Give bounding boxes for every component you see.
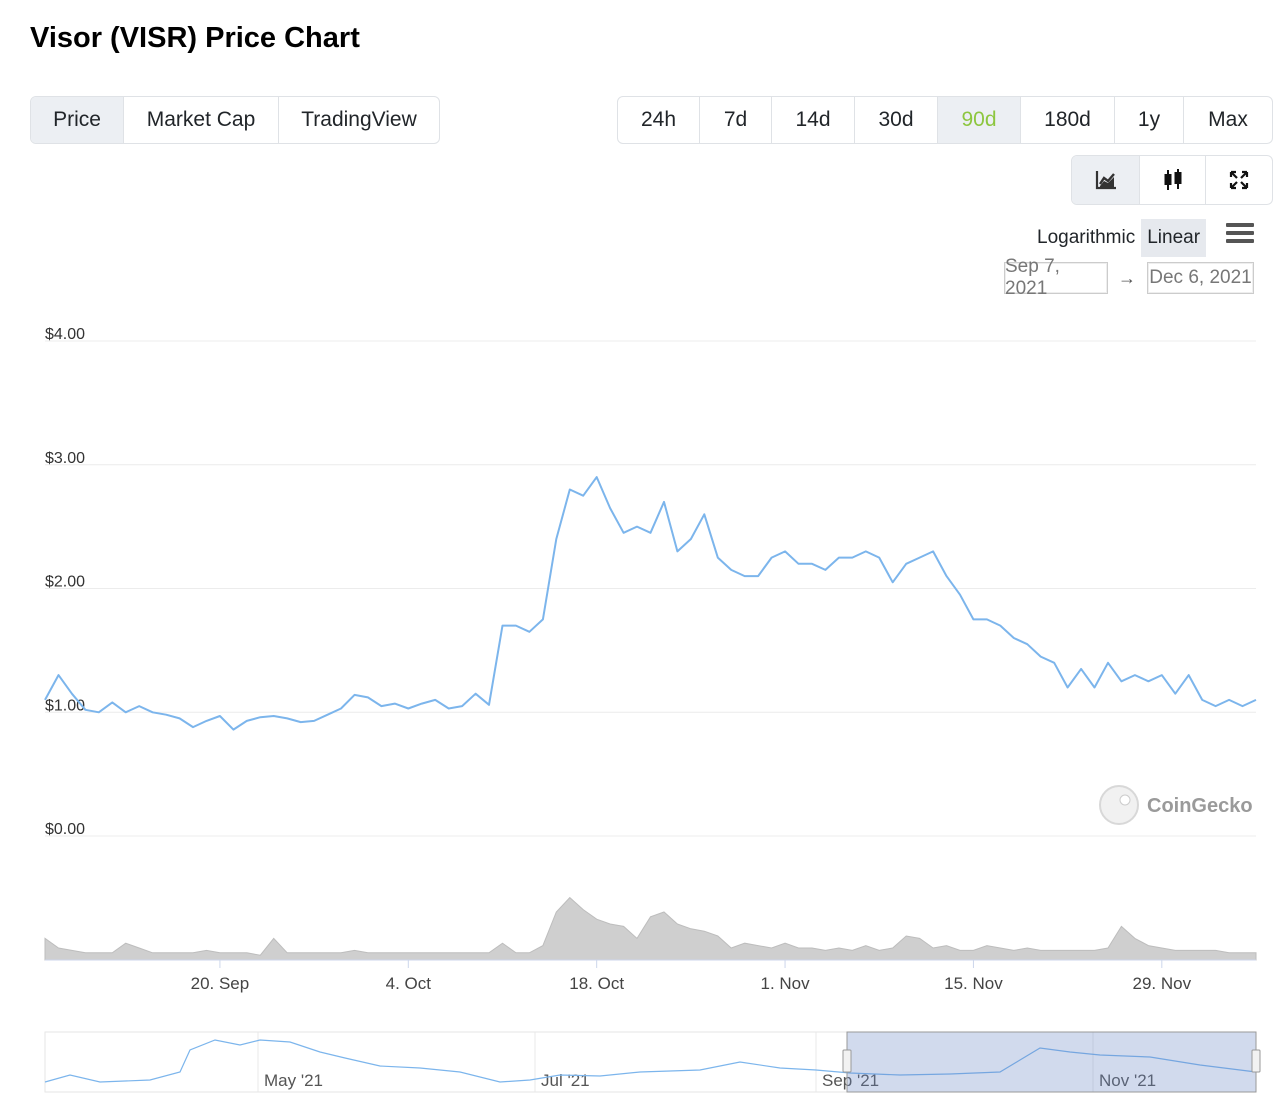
price-line-series <box>44 476 1257 731</box>
range-7d-button[interactable]: 7d <box>700 97 772 143</box>
range-14d-button[interactable]: 14d <box>772 97 855 143</box>
volume-bars <box>44 896 1257 961</box>
y-tick-label: $4.00 <box>45 326 85 343</box>
linear-button[interactable]: Linear <box>1141 219 1207 257</box>
logarithmic-button[interactable]: Logarithmic <box>1037 227 1136 248</box>
hamburger-menu-icon[interactable] <box>1226 223 1254 247</box>
navigator[interactable]: May '21 Jul '21 Sep '21 Nov '21 <box>44 1031 1261 1093</box>
y-axis-labels: $0.00 $1.00 $2.00 $3.00 $4.00 <box>45 326 85 838</box>
range-90d-button[interactable]: 90d <box>938 97 1021 143</box>
coingecko-logo-icon <box>1099 785 1139 825</box>
tab-price[interactable]: Price <box>31 97 124 143</box>
volume-area <box>44 896 1257 961</box>
candlestick-icon <box>1164 169 1181 190</box>
navigator-selection[interactable] <box>846 1031 1257 1093</box>
y-tick-label: $2.00 <box>45 574 85 591</box>
x-axis-labels: 20. Sep 4. Oct 18. Oct 1. Nov 15. Nov 29. Nov <box>191 960 1192 993</box>
line-chart-button[interactable] <box>1072 156 1140 204</box>
fullscreen-button[interactable] <box>1206 156 1272 204</box>
range-180d-button[interactable]: 180d <box>1021 97 1115 143</box>
tab-tradingview[interactable]: TradingView <box>301 108 417 131</box>
coingecko-watermark-text: CoinGecko <box>1147 795 1253 817</box>
y-tick-label: $3.00 <box>45 450 85 467</box>
navigator-label: Jul '21 <box>541 1071 590 1090</box>
scale-toggle: Logarithmic Linear <box>1031 219 1207 257</box>
date-to-input[interactable]: Dec 6, 2021 <box>1147 262 1254 294</box>
fullscreen-icon <box>1229 170 1249 190</box>
page-title: Visor (VISR) Price Chart <box>30 22 360 54</box>
range-tabs: 24h 7d 14d 30d 90d 180d 1y Max <box>617 96 1273 144</box>
y-tick-label: $1.00 <box>45 697 85 714</box>
range-max-button[interactable]: Max <box>1208 108 1248 131</box>
range-24h-button[interactable]: 24h <box>618 97 700 143</box>
navigator-series <box>44 1039 1257 1083</box>
range-30d-button[interactable]: 30d <box>855 97 938 143</box>
tab-market-cap[interactable]: Market Cap <box>124 97 279 143</box>
x-tick-label: 20. Sep <box>191 974 250 993</box>
navigator-handle[interactable] <box>1251 1049 1261 1073</box>
x-tick-label: 29. Nov <box>1133 974 1192 993</box>
navigator-label: May '21 <box>264 1071 323 1090</box>
date-from-input[interactable]: Sep 7, 2021 <box>1004 256 1108 299</box>
x-tick-label: 18. Oct <box>569 974 624 993</box>
view-tabs: Price Market Cap TradingView <box>30 96 440 144</box>
y-tick-label: $0.00 <box>45 821 85 838</box>
navigator-handle[interactable] <box>842 1049 852 1073</box>
navigator-label: Sep '21 <box>822 1071 879 1090</box>
navigator-background <box>44 1031 1257 1093</box>
chart-type-toggle <box>1071 155 1273 205</box>
candlestick-button[interactable] <box>1140 156 1206 204</box>
x-tick-label: 4. Oct <box>386 974 432 993</box>
chart-gridlines <box>45 340 1256 837</box>
date-range-arrow: → <box>1118 268 1136 288</box>
x-tick-label: 1. Nov <box>760 974 810 993</box>
x-tick-label: 15. Nov <box>944 974 1003 993</box>
navigator-label: Nov '21 <box>1099 1071 1156 1090</box>
line-chart-icon <box>1095 171 1116 190</box>
coingecko-watermark: CoinGecko <box>1099 785 1253 825</box>
price-line <box>44 476 1257 731</box>
range-1y-button[interactable]: 1y <box>1115 97 1184 143</box>
